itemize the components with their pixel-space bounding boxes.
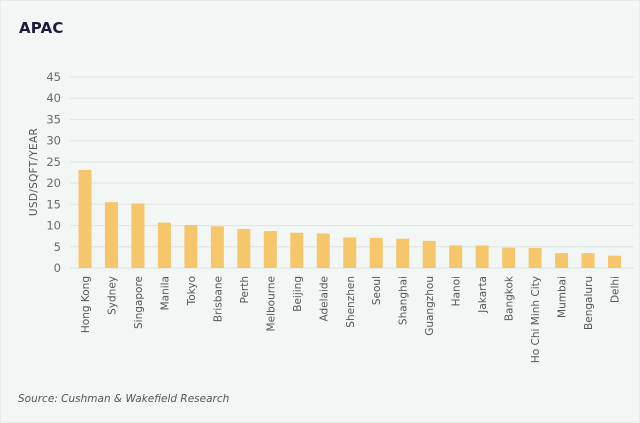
bar-hanoi	[449, 245, 463, 268]
x-tick-label: Sydney	[106, 276, 118, 315]
y-tick-label: 20	[46, 176, 61, 190]
y-tick-label: 40	[46, 91, 61, 105]
y-tick-label: 25	[46, 155, 61, 169]
x-tick-label: Guangzhou	[424, 276, 436, 336]
x-tick-label: Tokyo	[186, 276, 198, 306]
chart-title: APAC	[19, 19, 64, 37]
x-tick-label: Bengaluru	[583, 276, 595, 330]
y-tick-label: 30	[46, 134, 61, 148]
y-tick-label: 0	[54, 261, 61, 275]
bar-guangzhou	[422, 240, 436, 268]
x-tick-label: Shenzhen	[345, 276, 357, 328]
x-tick-label: Brisbane	[212, 276, 224, 322]
x-tick-label: Shanghai	[398, 276, 410, 325]
y-tick-label: 10	[46, 219, 61, 233]
bar-jakarta	[475, 245, 489, 268]
x-tick-label: Beijing	[292, 276, 304, 312]
x-tick-label: Ho Chi Minh City	[530, 276, 542, 363]
bar-adelaide	[316, 233, 330, 268]
bar-delhi	[608, 255, 622, 268]
bar-manila	[157, 222, 171, 268]
bar-singapore	[131, 203, 145, 268]
bar-ho-chi-minh-city	[528, 248, 542, 268]
y-tick-label: 5	[54, 240, 61, 254]
x-tick-label: Perth	[239, 276, 251, 304]
bar-shanghai	[396, 238, 410, 268]
y-tick-label: 45	[46, 70, 61, 84]
x-axis-labels: Hong Kong Sydney Singapore Manila Tokyo Brisb…	[80, 275, 622, 363]
y-tick-label: 15	[46, 197, 61, 211]
bar-sydney	[104, 202, 118, 268]
bar-melbourne	[263, 231, 277, 268]
bar-hong-kong	[78, 169, 92, 268]
bar-brisbane	[210, 226, 224, 268]
bar-mumbai	[555, 253, 569, 268]
x-tick-label: Hong Kong	[80, 276, 92, 333]
bar-tokyo	[184, 225, 198, 268]
bar-perth	[237, 228, 251, 268]
x-tick-label: Delhi	[610, 276, 622, 303]
source-note: Source: Cushman & Wakefield Research	[18, 393, 230, 405]
y-axis-label: USD/SQFT/YEAR	[28, 128, 40, 216]
y-tick-label: 35	[46, 112, 61, 126]
x-tick-label: Melbourne	[265, 276, 277, 331]
x-tick-label: Jakarta	[477, 276, 489, 314]
bar-bengaluru	[581, 253, 595, 268]
bar-seoul	[369, 237, 383, 268]
x-tick-label: Bangkok	[504, 275, 516, 321]
x-tick-label: Singapore	[133, 276, 145, 329]
bar-beijing	[290, 232, 304, 268]
bar-bangkok	[502, 247, 516, 268]
x-tick-label: Adelaide	[318, 276, 330, 322]
x-tick-label: Mumbai	[557, 276, 569, 318]
y-axis-ticks: 0 5 10 15 20 25 30 35 40 45	[46, 70, 61, 275]
x-tick-label: Seoul	[371, 276, 383, 305]
bar-shenzhen	[343, 237, 357, 268]
gridlines	[70, 76, 634, 269]
x-tick-label: Manila	[159, 276, 171, 310]
bars	[78, 169, 622, 268]
x-tick-label: Hanoi	[451, 276, 463, 306]
